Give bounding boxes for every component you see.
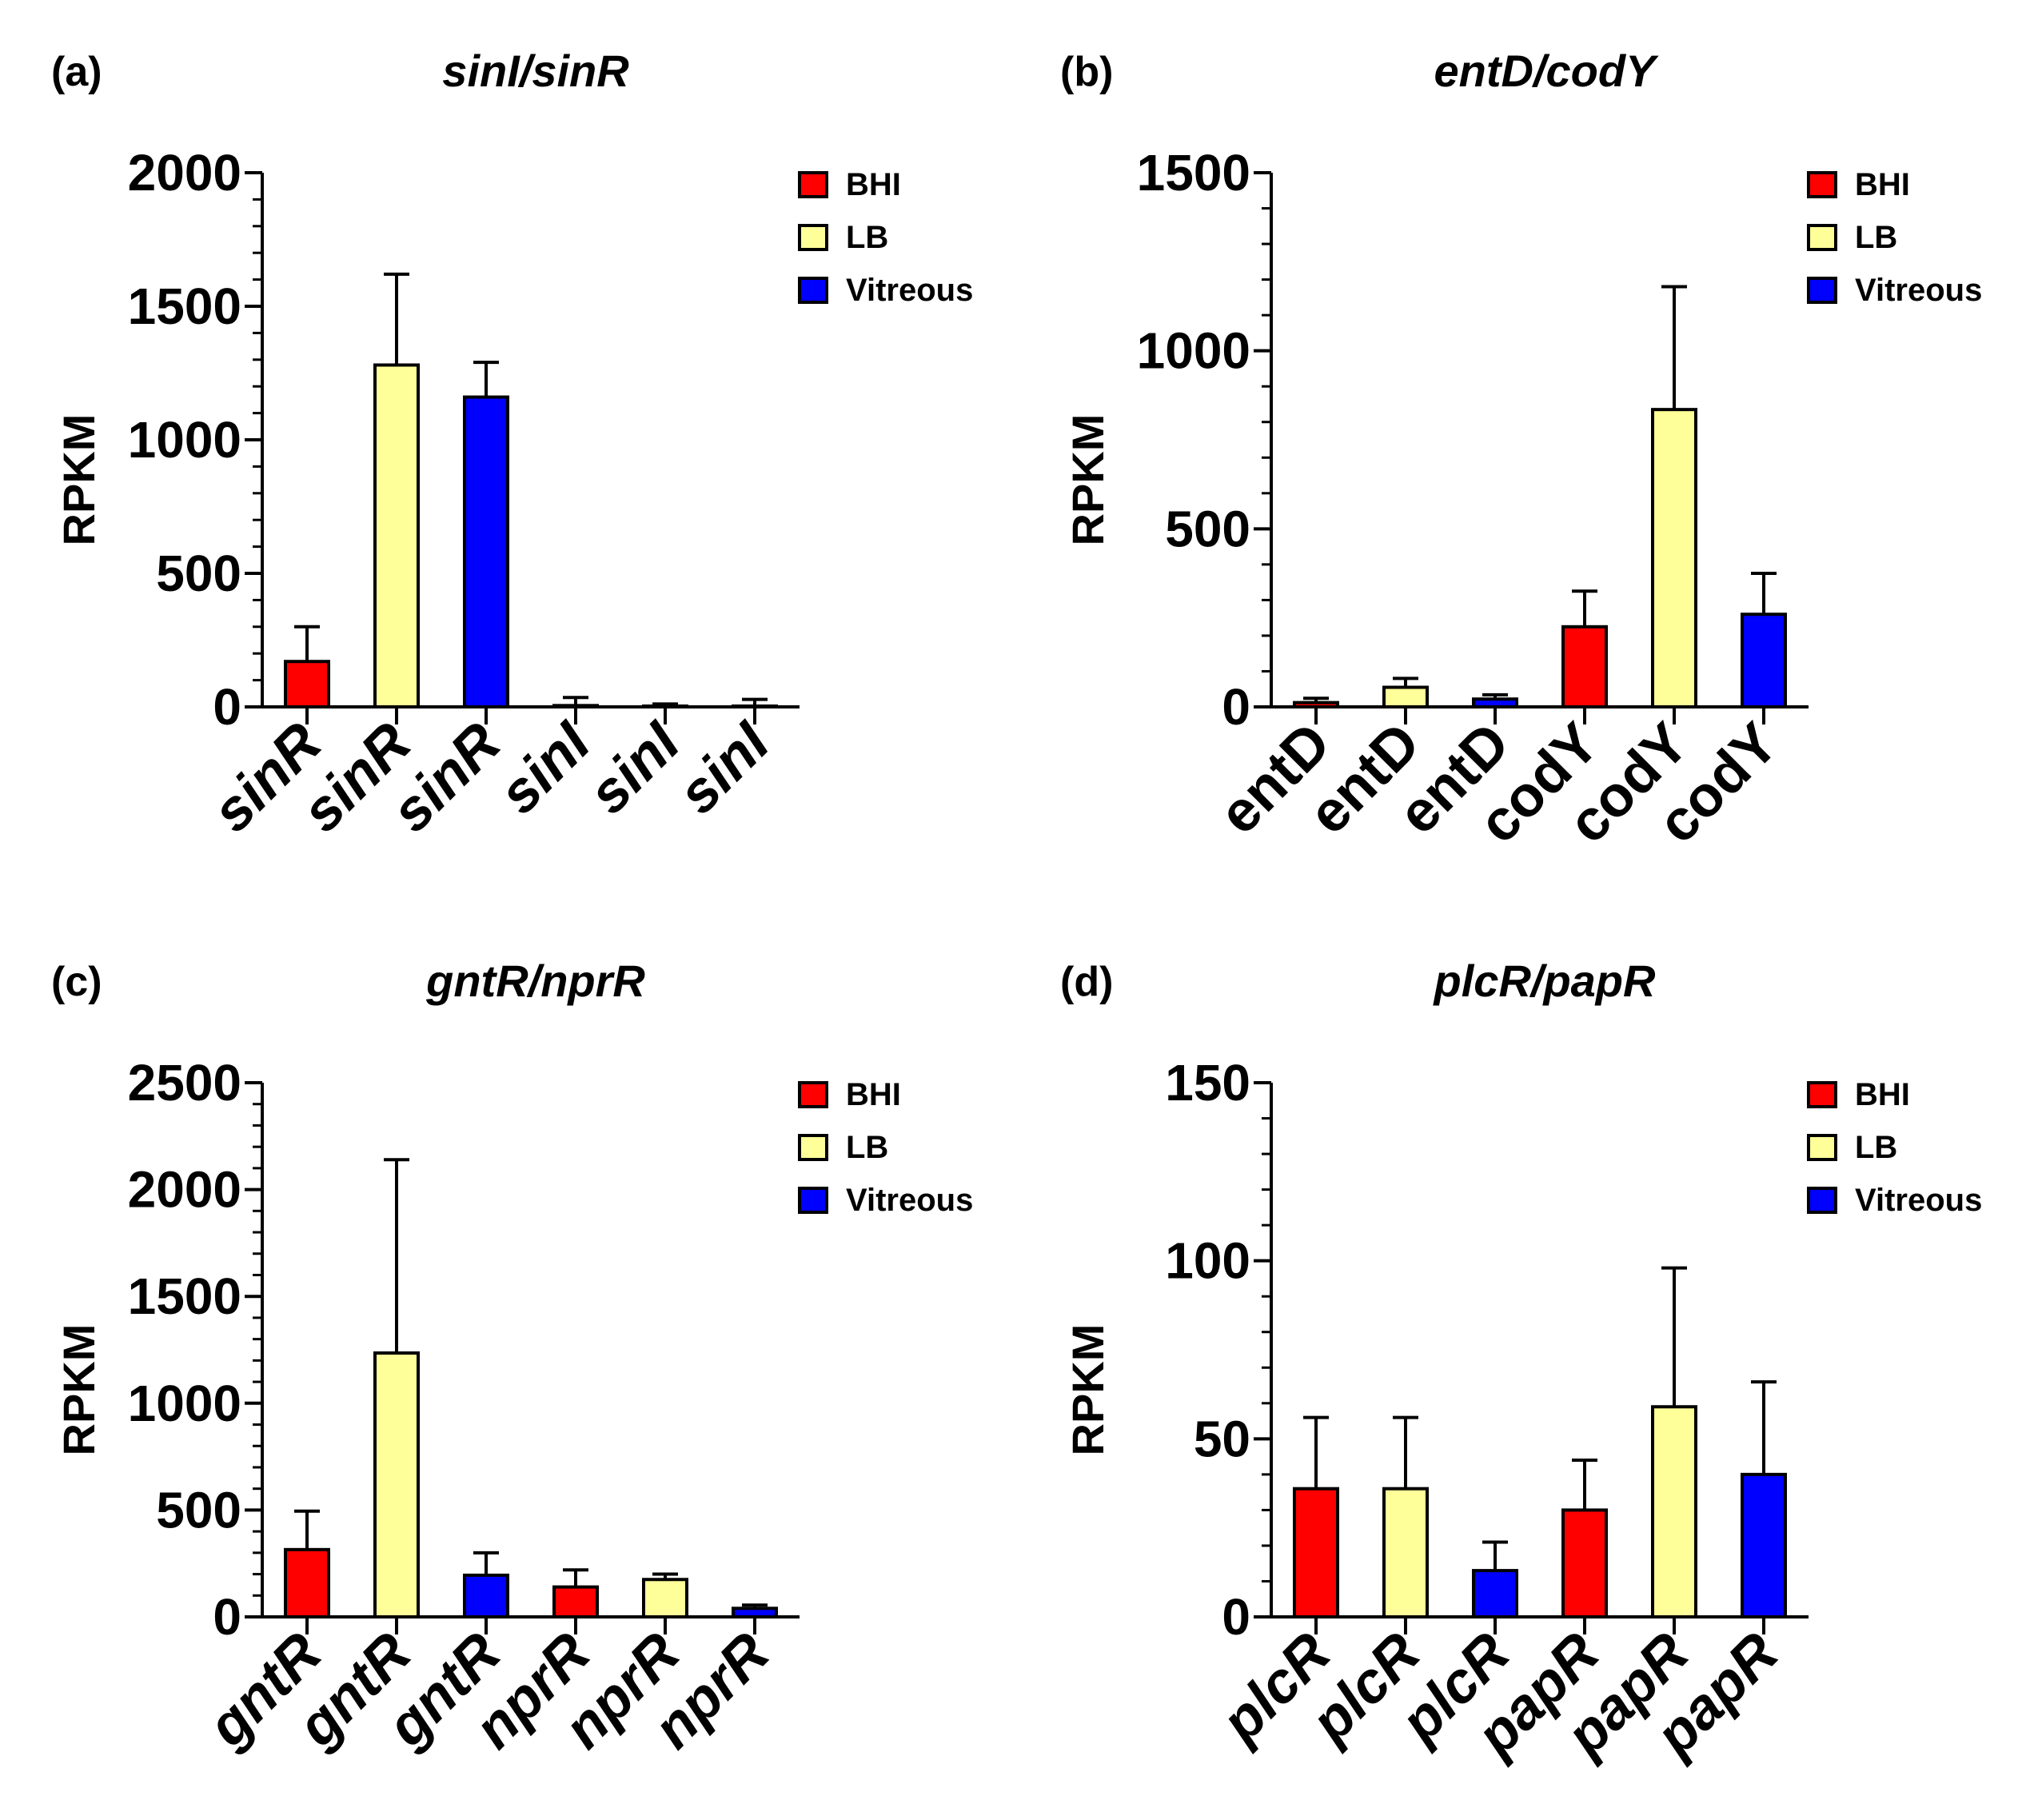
bar-chart: 05001000150020002500RPKMgntRgntRgntRnprR… xyxy=(54,1054,973,1761)
panel-label: (c) xyxy=(51,959,102,1005)
bar xyxy=(732,704,778,708)
bar xyxy=(1382,1487,1429,1618)
legend-swatch xyxy=(1807,1187,1837,1214)
chart-title: entD/codY xyxy=(1434,46,1656,96)
x-tick-label: sinI xyxy=(576,709,693,826)
y-tick-label: 0 xyxy=(1222,678,1250,736)
y-axis-label: RPKM xyxy=(1063,414,1113,546)
bar xyxy=(1293,1487,1339,1618)
legend-swatch xyxy=(1807,277,1837,304)
x-tick-label: sinI xyxy=(666,709,783,826)
y-tick-label: 0 xyxy=(1222,1588,1250,1646)
legend-label: Vitreous xyxy=(1855,1183,1982,1218)
legend-label: LB xyxy=(846,220,888,255)
bar xyxy=(552,1585,599,1618)
y-axis-label: RPKM xyxy=(54,1324,104,1456)
y-tick-label: 2000 xyxy=(128,1161,241,1219)
x-tick-label: sinI xyxy=(487,709,604,826)
y-tick-label: 150 xyxy=(1165,1054,1250,1112)
legend-label: BHI xyxy=(1855,167,1910,202)
panel-label: (a) xyxy=(51,49,102,95)
y-tick-label: 500 xyxy=(156,545,241,602)
chart-panel-b: (b) entD/codY 0 500 1000 1500 RPKM entD entD en… xyxy=(1009,0,2018,910)
panel-label: (d) xyxy=(1060,959,1114,1005)
legend-label: LB xyxy=(1855,220,1897,255)
bar xyxy=(1472,1569,1518,1619)
legend-label: BHI xyxy=(846,1077,901,1112)
bar xyxy=(373,363,420,708)
bar xyxy=(1561,625,1608,708)
bar xyxy=(1382,685,1429,708)
bar-chart: 0500100015002000RPKMsinRsinRsinRsinIsinI… xyxy=(54,144,973,844)
y-tick-label: 100 xyxy=(1165,1232,1250,1290)
bar xyxy=(732,1606,778,1619)
bar xyxy=(373,1351,420,1618)
y-tick-label: 2000 xyxy=(128,144,241,202)
legend-swatch xyxy=(1807,171,1837,198)
bar xyxy=(552,704,599,709)
legend-label: BHI xyxy=(1855,1077,1910,1112)
y-axis-label: RPKM xyxy=(54,414,104,546)
legend-label: Vitreous xyxy=(846,273,973,308)
bar xyxy=(1561,1508,1608,1619)
panel-label: (b) xyxy=(1060,49,1114,95)
legend-label: Vitreous xyxy=(1855,273,1982,308)
legend-label: LB xyxy=(846,1130,888,1165)
y-tick-label: 500 xyxy=(1165,500,1250,557)
y-tick-label: 1500 xyxy=(128,277,241,335)
bar xyxy=(284,660,330,708)
bar xyxy=(642,1578,688,1618)
bar xyxy=(463,395,509,708)
legend-swatch xyxy=(798,1081,828,1108)
bar xyxy=(463,1573,509,1618)
legend-label: BHI xyxy=(846,167,901,202)
legend-swatch xyxy=(798,277,828,304)
y-tick-label: 0 xyxy=(213,1588,241,1646)
chart-panel-d: (d) plcR/papR 0 50 100 150 RPKM plcR plcR plcR p… xyxy=(1009,910,2018,1820)
legend-swatch xyxy=(798,224,828,251)
bar xyxy=(284,1547,330,1618)
legend-label: LB xyxy=(1855,1130,1897,1165)
y-tick-label: 1500 xyxy=(128,1267,241,1325)
chart-title: gntR/nprR xyxy=(426,956,645,1006)
y-axis-label: RPKM xyxy=(1063,1324,1113,1456)
bar xyxy=(1651,1405,1697,1619)
bar xyxy=(1741,613,1787,708)
y-tick-label: 0 xyxy=(213,678,241,736)
bar xyxy=(1472,697,1518,708)
bar-chart: 050100150RPKMplcRplcRplcRpapRpapRpapRBHI… xyxy=(1063,1054,1982,1769)
bar xyxy=(1651,408,1697,708)
bar xyxy=(1741,1472,1787,1618)
legend-swatch xyxy=(798,1134,828,1161)
chart-title: sinI/sinR xyxy=(442,46,629,96)
y-tick-label: 1000 xyxy=(1137,322,1250,380)
legend-swatch xyxy=(1807,224,1837,251)
y-tick-label: 1500 xyxy=(1137,144,1250,202)
bar xyxy=(1293,700,1339,709)
legend-label: Vitreous xyxy=(846,1183,973,1218)
chart-title: plcR/papR xyxy=(1434,956,1656,1006)
legend-swatch xyxy=(1807,1081,1837,1108)
y-tick-label: 50 xyxy=(1194,1410,1250,1467)
chart-panel-a: (a) sinI/sinR 0 500 1000 1500 2000 RPKM sinR si… xyxy=(0,0,1009,910)
y-tick-label: 2500 xyxy=(128,1054,241,1112)
legend-swatch xyxy=(798,171,828,198)
chart-panel-c: (c) gntR/nprR 0 500 1000 1500 2000 2500 RPKM gn… xyxy=(0,910,1009,1820)
bar-chart: 050010001500RPKMentDentDentDcodYcodYcodY… xyxy=(1063,144,1982,856)
legend-swatch xyxy=(1807,1134,1837,1161)
y-tick-label: 1000 xyxy=(128,1375,241,1432)
legend-swatch xyxy=(798,1187,828,1214)
y-tick-label: 500 xyxy=(156,1481,241,1539)
y-tick-label: 1000 xyxy=(128,411,241,469)
bar xyxy=(642,704,688,708)
